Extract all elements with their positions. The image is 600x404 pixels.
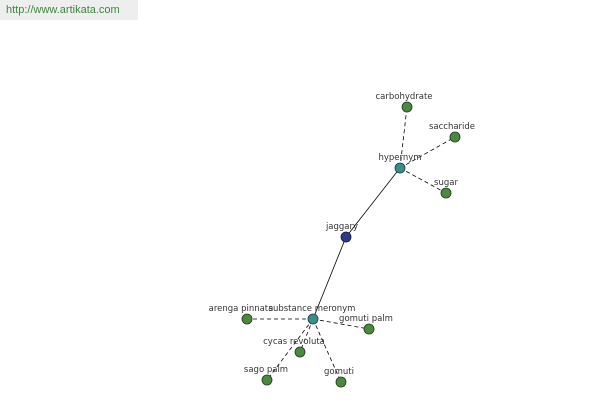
node-label: saccharide (429, 122, 475, 132)
edge (299, 318, 314, 353)
node-label: substance meronym (269, 304, 356, 314)
node-label: arenga pinnata (209, 304, 274, 314)
node-label: jaggary (325, 222, 358, 232)
edge (266, 318, 314, 381)
node[interactable] (363, 323, 375, 335)
edge (399, 106, 408, 169)
node-label: cycas revoluta (263, 337, 325, 347)
node-label: sago palm (244, 365, 288, 375)
node-label: gomuti (324, 367, 354, 377)
edge (312, 318, 370, 330)
edge (399, 136, 456, 169)
node[interactable] (449, 131, 461, 143)
node[interactable] (241, 313, 253, 325)
node[interactable] (440, 187, 452, 199)
node-label: sugar (434, 178, 458, 188)
edge (345, 167, 401, 238)
node[interactable] (394, 162, 406, 174)
edge (399, 167, 447, 194)
site-url[interactable]: http://www.artikata.com (0, 0, 138, 20)
node[interactable] (340, 231, 352, 243)
node[interactable] (401, 101, 413, 113)
node-label: gomuti palm (339, 314, 393, 324)
node-label: carbohydrate (375, 92, 432, 102)
edge (312, 318, 342, 383)
node-label: hypernym (378, 153, 421, 163)
node[interactable] (294, 346, 306, 358)
node[interactable] (261, 374, 273, 386)
edge (312, 236, 347, 320)
node[interactable] (335, 376, 347, 388)
node[interactable] (307, 313, 319, 325)
